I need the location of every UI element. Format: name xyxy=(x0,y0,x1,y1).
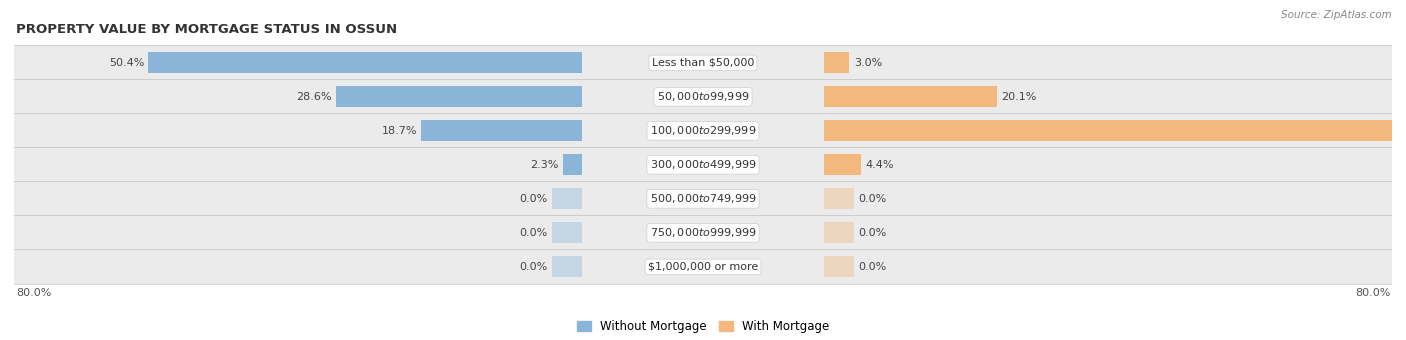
FancyBboxPatch shape xyxy=(6,148,1400,182)
Text: 0.0%: 0.0% xyxy=(858,194,886,204)
Text: 0.0%: 0.0% xyxy=(520,228,548,238)
Bar xyxy=(824,188,853,209)
FancyBboxPatch shape xyxy=(6,250,1400,284)
Bar xyxy=(824,222,853,243)
Text: PROPERTY VALUE BY MORTGAGE STATUS IN OSSUN: PROPERTY VALUE BY MORTGAGE STATUS IN OSS… xyxy=(15,23,396,36)
Bar xyxy=(824,86,997,107)
Text: $50,000 to $99,999: $50,000 to $99,999 xyxy=(657,90,749,103)
Text: 4.4%: 4.4% xyxy=(866,160,894,170)
Bar xyxy=(149,52,582,73)
Text: 3.0%: 3.0% xyxy=(853,58,882,68)
Text: 20.1%: 20.1% xyxy=(1001,92,1036,102)
Legend: Without Mortgage, With Mortgage: Without Mortgage, With Mortgage xyxy=(572,315,834,338)
Bar xyxy=(336,86,582,107)
Text: 28.6%: 28.6% xyxy=(297,92,332,102)
Text: $300,000 to $499,999: $300,000 to $499,999 xyxy=(650,158,756,171)
Bar xyxy=(824,52,849,73)
Text: 50.4%: 50.4% xyxy=(108,58,143,68)
Text: 0.0%: 0.0% xyxy=(858,262,886,272)
Text: 2.3%: 2.3% xyxy=(530,160,558,170)
Text: 18.7%: 18.7% xyxy=(381,126,418,136)
Text: $100,000 to $299,999: $100,000 to $299,999 xyxy=(650,124,756,137)
Bar xyxy=(422,120,582,141)
FancyBboxPatch shape xyxy=(6,114,1400,148)
Text: 0.0%: 0.0% xyxy=(520,262,548,272)
Bar xyxy=(553,222,582,243)
Bar xyxy=(824,256,853,277)
Text: 80.0%: 80.0% xyxy=(1355,288,1391,298)
Bar xyxy=(824,154,862,175)
Text: 80.0%: 80.0% xyxy=(15,288,51,298)
Text: $500,000 to $749,999: $500,000 to $749,999 xyxy=(650,192,756,205)
Text: 0.0%: 0.0% xyxy=(858,228,886,238)
Text: Source: ZipAtlas.com: Source: ZipAtlas.com xyxy=(1281,10,1392,20)
Bar xyxy=(553,188,582,209)
Text: $750,000 to $999,999: $750,000 to $999,999 xyxy=(650,226,756,239)
Bar xyxy=(553,256,582,277)
FancyBboxPatch shape xyxy=(6,182,1400,216)
FancyBboxPatch shape xyxy=(6,46,1400,80)
FancyBboxPatch shape xyxy=(6,80,1400,114)
Text: $1,000,000 or more: $1,000,000 or more xyxy=(648,262,758,272)
Bar xyxy=(562,154,582,175)
Bar xyxy=(824,120,1406,141)
Text: Less than $50,000: Less than $50,000 xyxy=(652,58,754,68)
FancyBboxPatch shape xyxy=(6,216,1400,250)
Text: 0.0%: 0.0% xyxy=(520,194,548,204)
